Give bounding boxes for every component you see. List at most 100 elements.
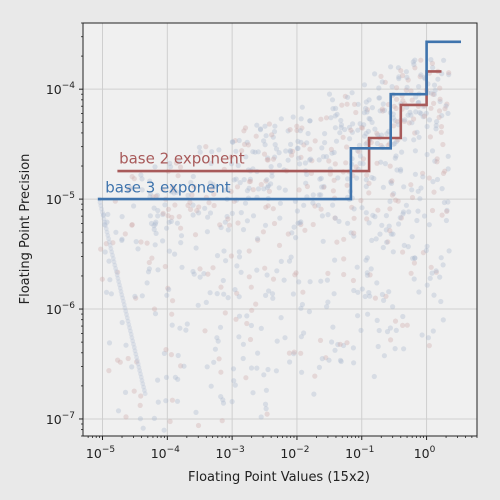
scatter-point — [363, 141, 369, 147]
scatter-point — [299, 125, 305, 131]
scatter-point — [122, 389, 129, 395]
scatter-point — [379, 222, 385, 228]
scatter-point — [167, 418, 173, 425]
scatter-point — [250, 213, 257, 219]
scatter-point — [401, 242, 407, 248]
scatter-point — [219, 418, 225, 424]
scatter-point — [228, 188, 234, 195]
scatter-point — [426, 175, 432, 181]
scatter-point — [137, 402, 143, 408]
scatter-point — [425, 335, 431, 341]
scatter-point — [297, 161, 303, 167]
scatter-point — [147, 213, 153, 219]
scatter-point — [228, 161, 235, 167]
scatter-point — [331, 177, 337, 183]
scatter-point — [345, 94, 351, 100]
scatter-point — [441, 199, 447, 206]
scatter-point — [98, 246, 104, 252]
scatter-point — [232, 382, 238, 388]
scatter-point — [388, 64, 394, 70]
scatter-point — [298, 350, 304, 356]
scatter-point — [240, 227, 247, 233]
scatter-point — [129, 185, 135, 191]
scatter-point — [246, 179, 252, 185]
scatter-point — [357, 153, 363, 159]
scatter-point — [438, 255, 444, 261]
scatter-point — [236, 313, 243, 319]
scatter-point — [247, 336, 254, 343]
scatter-point — [141, 384, 147, 390]
scatter-point — [439, 212, 445, 218]
scatter-point — [366, 190, 372, 196]
scatter-point — [403, 87, 409, 93]
scatter-point — [285, 157, 291, 163]
scatter-point — [363, 183, 369, 189]
scatter-point — [240, 341, 246, 347]
scatter-point — [262, 222, 269, 228]
scatter-point — [416, 84, 422, 90]
scatter-point — [334, 239, 340, 245]
scatter-point — [385, 239, 391, 245]
scatter-point — [384, 131, 390, 137]
scatter-point — [304, 171, 310, 177]
scatter-point — [375, 132, 381, 138]
scatter-point — [363, 177, 369, 183]
x-tick-label: 10−1 — [345, 445, 374, 461]
scatter-point — [161, 427, 167, 433]
scatter-point — [312, 373, 318, 379]
scatter-point — [99, 206, 104, 212]
scatter-point — [433, 126, 439, 132]
scatter-point — [102, 219, 108, 225]
scatter-point — [250, 149, 256, 155]
scatter-point — [388, 179, 394, 185]
scatter-point — [383, 227, 389, 233]
scatter-point — [272, 154, 278, 160]
scatter-point — [147, 190, 153, 196]
scatter-point — [398, 168, 404, 174]
scatter-point — [288, 254, 294, 260]
scatter-point — [445, 199, 451, 205]
scatter-point — [229, 139, 235, 145]
scatter-point — [320, 238, 326, 244]
scatter-point — [114, 272, 120, 278]
scatter-point — [364, 272, 370, 278]
scatter-point — [189, 192, 195, 198]
scatter-point — [365, 311, 371, 317]
scatter-point — [263, 133, 269, 139]
scatter-point — [234, 290, 240, 296]
scatter-point — [388, 337, 394, 343]
scatter-point — [258, 181, 264, 188]
scatter-point — [291, 349, 297, 355]
scatter-point — [309, 158, 315, 164]
scatter-point — [434, 176, 441, 183]
scatter-point — [285, 128, 291, 134]
scatter-point — [412, 148, 418, 154]
scatter-point — [225, 186, 231, 192]
scatter-point — [307, 146, 313, 152]
scatter-point — [178, 225, 184, 231]
scatter-point — [415, 208, 421, 214]
scatter-point — [303, 180, 309, 186]
scatter-point — [112, 262, 118, 268]
scatter-point — [408, 182, 414, 188]
scatter-point — [153, 219, 159, 225]
scatter-point — [244, 320, 250, 327]
scatter-point — [160, 211, 166, 218]
scatter-point — [214, 291, 220, 297]
scatter-point — [418, 57, 424, 63]
scatter-point — [412, 255, 418, 261]
scatter-point — [427, 134, 433, 140]
scatter-point — [244, 218, 250, 224]
scatter-point — [229, 210, 235, 216]
scatter-point — [107, 239, 112, 245]
scatter-point — [283, 148, 289, 154]
scatter-point — [261, 372, 267, 378]
scatter-point — [238, 269, 244, 275]
scatter-point — [378, 159, 384, 165]
scatter-point — [414, 129, 420, 135]
scatter-point — [332, 161, 338, 167]
scatter-point — [431, 292, 437, 298]
scatter-point — [295, 138, 301, 144]
scatter-point — [358, 327, 364, 333]
scatter-point — [437, 274, 443, 280]
